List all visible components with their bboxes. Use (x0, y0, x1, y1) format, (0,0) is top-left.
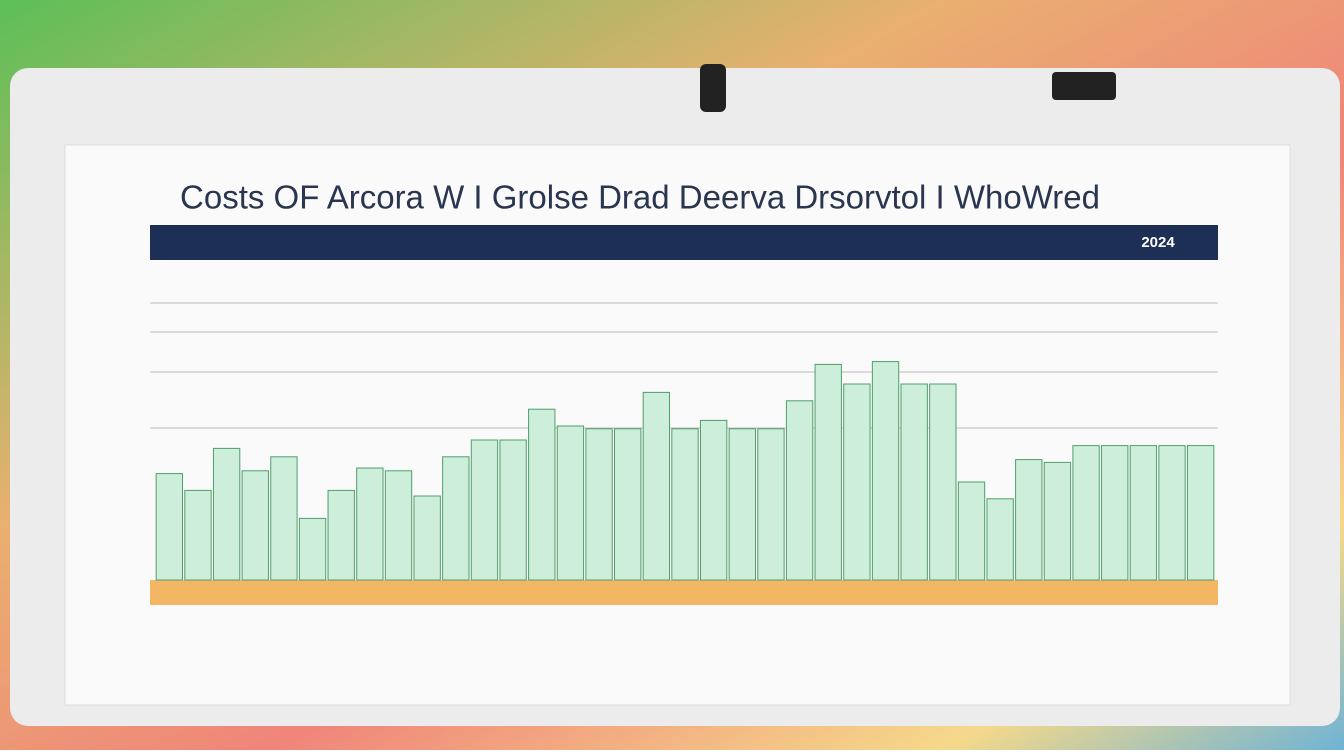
bar (585, 428, 613, 581)
bar (843, 383, 871, 581)
clip (700, 64, 726, 112)
bar (699, 419, 728, 581)
bar (556, 425, 585, 581)
bar (442, 456, 470, 581)
header-bar (150, 225, 1218, 260)
bar (270, 456, 298, 581)
bar (499, 439, 527, 581)
bar (384, 470, 413, 581)
bar (212, 447, 241, 581)
clip (1052, 72, 1116, 100)
bar (614, 428, 642, 581)
header-year: 2024 (1141, 234, 1175, 251)
bars (155, 361, 1215, 581)
bar (642, 391, 671, 581)
bar (241, 470, 269, 581)
bar (785, 400, 814, 581)
bar (528, 408, 556, 581)
bar (1072, 445, 1100, 581)
bar (327, 489, 355, 581)
bar (900, 383, 928, 581)
bar (1129, 445, 1158, 581)
bar (757, 428, 785, 581)
bar (1043, 461, 1072, 581)
bar (814, 363, 842, 581)
bar (470, 439, 499, 581)
chart-title: Costs OF Arcora W I Grolse Drad Deerva D… (180, 179, 1100, 216)
bar (1186, 445, 1215, 581)
baseline-band (150, 580, 1218, 605)
bar (986, 498, 1014, 581)
bar (413, 495, 441, 581)
bar (671, 428, 699, 581)
bar (356, 467, 384, 581)
bar (728, 428, 756, 581)
bar (1101, 445, 1129, 581)
bar (957, 481, 986, 581)
bar (929, 383, 957, 581)
bar (1015, 459, 1043, 581)
bar (184, 489, 212, 581)
bar (1158, 445, 1186, 581)
bar (871, 361, 900, 581)
bar (298, 517, 327, 581)
bar (155, 473, 184, 581)
